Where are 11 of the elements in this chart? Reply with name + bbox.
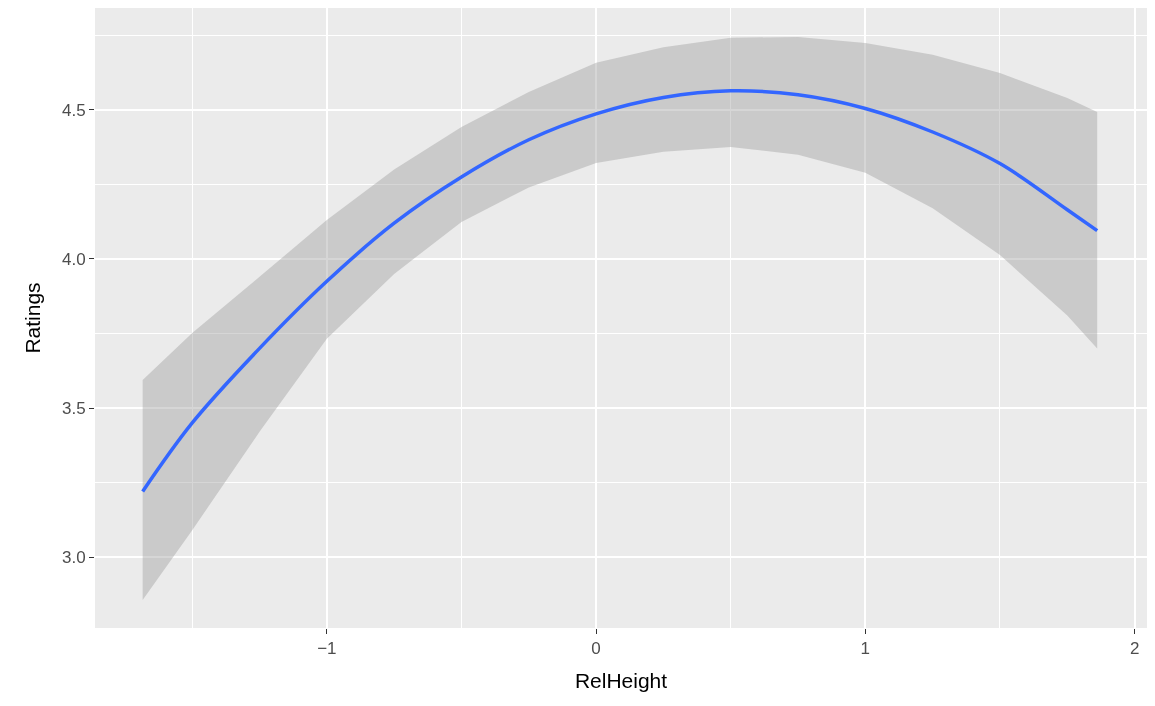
- y-tick-label: 3.0: [61, 548, 86, 568]
- y-tick-label: 4.0: [61, 249, 86, 269]
- y-tick-label: 4.5: [61, 100, 86, 120]
- x-tick-label: 1: [860, 639, 871, 659]
- x-axis-title: RelHeight: [574, 668, 668, 692]
- x-tick-label: 0: [591, 639, 601, 659]
- line-series: [140, 89, 1099, 494]
- y-tick-label: 3.5: [61, 398, 86, 418]
- x-tick-label: −1: [317, 639, 337, 659]
- x-tick-label: 2: [1129, 639, 1140, 659]
- y-axis-title: Ratings: [21, 282, 45, 354]
